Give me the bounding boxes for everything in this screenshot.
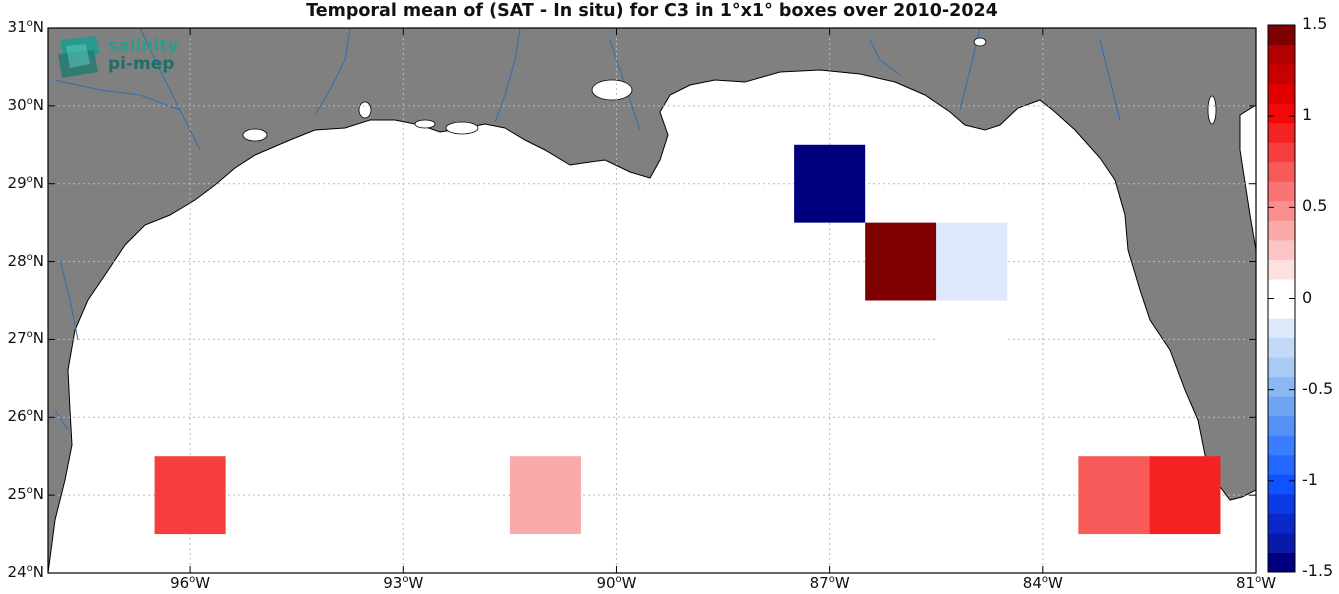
y-tick-label: 31oN [7,18,44,36]
colorbar-segment-20 [1268,161,1295,182]
colorbar-segment-24 [1268,83,1295,104]
logo-text-pi-mep: pi-mep [108,54,175,74]
colorbar-segment-27 [1268,25,1295,46]
colorbar-segment-0 [1268,552,1295,573]
map-title: Temporal mean of (SAT - In situ) for C3 … [306,1,998,21]
colorbar-tick-label: -1.5 [1302,561,1334,580]
colorbar-segment-14 [1268,278,1295,299]
colorbar-tick-label: 0 [1302,287,1313,307]
colorbar-segment-15 [1268,259,1295,280]
map-frame [47,27,1257,574]
y-tick-label: 29oN [7,173,44,192]
colorbar-tick-label: 0.5 [1302,196,1328,216]
axis-ticks [48,27,1257,574]
colorbar-segment-21 [1268,142,1295,163]
data-box-2 [936,222,1008,301]
colorbar-segment-16 [1268,239,1295,260]
data-box-4 [154,456,226,535]
x-tick-label: 93oW [383,574,424,592]
colorbar-segment-13 [1268,298,1295,319]
lakes [242,37,1217,142]
colorbar-segment-19 [1268,181,1295,202]
salinity-pi-mep-logo: salinity pi-mep [56,34,196,82]
data-box-0 [794,144,866,223]
x-tick-label: 84oW [1022,574,1063,592]
data-box-7 [1149,456,1221,535]
colorbar-segment-5 [1268,454,1295,475]
x-tick-label: 90oW [596,574,637,592]
x-tick-label: 96oW [170,574,211,592]
y-tick-label: 24oN [7,563,44,581]
colorbar-tick-label: 1.5 [1302,14,1328,33]
x-tick-label: 87oW [809,574,850,592]
y-tick-label: 25oN [7,485,44,504]
colorbar-segment-25 [1268,64,1295,85]
colorbar [1268,25,1295,573]
data-box-1 [865,222,937,301]
colorbar-ticks [1268,24,1295,573]
colorbar-segment-1 [1268,532,1295,553]
logo-text-salinity: salinity [108,36,179,56]
data-box-5 [509,456,581,535]
colorbar-segment-4 [1268,474,1295,495]
y-tick-label: 28oN [7,251,44,270]
colorbar-segment-9 [1268,376,1295,397]
land-mass [48,28,1256,573]
colorbar-segment-17 [1268,220,1295,241]
colorbar-segment-26 [1268,44,1295,65]
colorbar-tick-label: 1 [1302,105,1313,125]
data-box-3 [936,300,1008,379]
y-tick-label: 30oN [7,95,44,114]
colorbar-segment-23 [1268,103,1295,124]
colorbar-segment-12 [1268,318,1295,339]
colorbar-segment-22 [1268,122,1295,143]
y-tick-label: 27oN [7,329,44,348]
colorbar-segment-2 [1268,513,1295,534]
data-box-6 [1078,456,1150,535]
x-tick-label: 81oW [1235,574,1277,592]
colorbar-segment-11 [1268,337,1295,358]
colorbar-segment-7 [1268,415,1295,436]
colorbar-segment-18 [1268,200,1295,221]
y-tick-label: 26oN [7,407,44,426]
colorbar-tick-label: -0.5 [1302,378,1334,398]
colorbar-segment-10 [1268,357,1295,378]
colorbar-segment-8 [1268,396,1295,417]
logo-mark-icon [58,36,100,78]
colorbar-segment-3 [1268,493,1295,514]
colorbar-tick-label: -1 [1302,469,1318,489]
data-boxes [154,144,1221,535]
colorbar-segment-6 [1268,435,1295,456]
